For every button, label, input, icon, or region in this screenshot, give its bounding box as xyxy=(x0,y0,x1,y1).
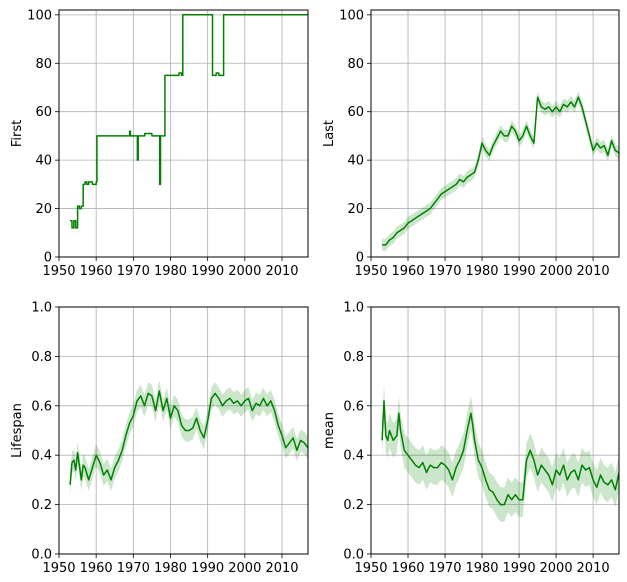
x-tick-label: 1970 xyxy=(428,561,461,576)
y-tick-label: 1.0 xyxy=(31,301,52,316)
subplot-1: 1950 1960 1970 1980 1990 2000 2010 0 20 40 60 80 100… xyxy=(10,8,309,279)
axes-frame xyxy=(370,9,620,258)
axes-frame xyxy=(370,306,620,555)
series-line xyxy=(381,400,619,506)
y-tick-label: 80 xyxy=(35,57,52,72)
x-tick-label: 1980 xyxy=(154,264,187,279)
subplot-3: 1950 1960 1970 1980 1990 2000 2010 0.0 0.2 0.4 0.6… xyxy=(10,301,309,576)
y-tick-label: 80 xyxy=(347,57,364,72)
y-tick-label: 0.8 xyxy=(31,350,52,365)
x-tick-label: 1990 xyxy=(503,264,536,279)
x-tick-label: 1950 xyxy=(42,561,75,576)
y-axis-label: mean xyxy=(322,412,337,449)
y-tick-label: 0 xyxy=(44,251,52,266)
y-tick-label: 0.8 xyxy=(343,350,364,365)
x-tick-label: 1970 xyxy=(428,264,461,279)
y-tick-label: 60 xyxy=(35,105,52,120)
y-tick-label: 20 xyxy=(347,202,364,217)
x-tick-label: 1980 xyxy=(465,561,498,576)
x-tick-label: 2010 xyxy=(265,264,298,279)
y-tick-label: 0.2 xyxy=(31,498,52,513)
subplot-4: 1950 1960 1970 1980 1990 2000 2010 0.0 0.2 0.4 0.6… xyxy=(322,301,620,576)
x-tick-label: 1990 xyxy=(191,264,224,279)
axes-frame xyxy=(58,9,309,258)
x-tick-label: 2000 xyxy=(228,561,261,576)
y-axis-label: Last xyxy=(322,120,337,147)
confidence-band xyxy=(70,379,308,496)
x-tick-label: 1990 xyxy=(503,561,536,576)
y-tick-label: 40 xyxy=(35,154,52,169)
x-tick-label: 1990 xyxy=(191,561,224,576)
series-line xyxy=(70,14,308,229)
x-tick-label: 2010 xyxy=(577,264,610,279)
x-tick-label: 2010 xyxy=(265,561,298,576)
x-tick-label: 2000 xyxy=(540,561,573,576)
x-tick-label: 2000 xyxy=(228,264,261,279)
y-tick-label: 0.6 xyxy=(31,399,52,414)
x-tick-label: 1970 xyxy=(117,561,150,576)
x-tick-label: 1960 xyxy=(80,264,113,279)
y-tick-label: 0.6 xyxy=(343,399,364,414)
x-tick-label: 1960 xyxy=(80,561,113,576)
y-axis-label: First xyxy=(10,120,25,147)
y-tick-label: 1.0 xyxy=(343,301,364,316)
x-tick-label: 1960 xyxy=(391,264,424,279)
confidence-band xyxy=(382,383,619,522)
y-tick-label: 0.4 xyxy=(31,449,52,464)
x-tick-label: 2010 xyxy=(577,561,610,576)
x-tick-label: 1950 xyxy=(42,264,75,279)
y-axis-label: Lifespan xyxy=(10,403,25,458)
x-tick-label: 1980 xyxy=(154,561,187,576)
x-tick-label: 1970 xyxy=(117,264,150,279)
subplot-2: 1950 1960 1970 1980 1990 2000 2010 0 20 40 60 80 100… xyxy=(322,8,620,279)
x-tick-label: 1950 xyxy=(354,264,387,279)
x-tick-label: 1960 xyxy=(391,561,424,576)
axes-frame xyxy=(58,306,309,555)
y-tick-label: 0.4 xyxy=(343,449,364,464)
y-tick-label: 20 xyxy=(35,202,52,217)
x-tick-label: 2000 xyxy=(540,264,573,279)
x-tick-label: 1950 xyxy=(354,561,387,576)
y-tick-label: 0 xyxy=(356,251,364,266)
y-tick-label: 0.0 xyxy=(343,548,364,563)
y-tick-label: 0.0 xyxy=(31,548,52,563)
y-tick-label: 0.2 xyxy=(343,498,364,513)
y-tick-label: 40 xyxy=(347,154,364,169)
series-line xyxy=(382,96,619,246)
y-tick-label: 100 xyxy=(27,8,52,23)
x-tick-label: 1980 xyxy=(465,264,498,279)
series-line xyxy=(69,390,308,485)
y-tick-label: 100 xyxy=(339,8,364,23)
y-tick-label: 60 xyxy=(347,105,364,120)
